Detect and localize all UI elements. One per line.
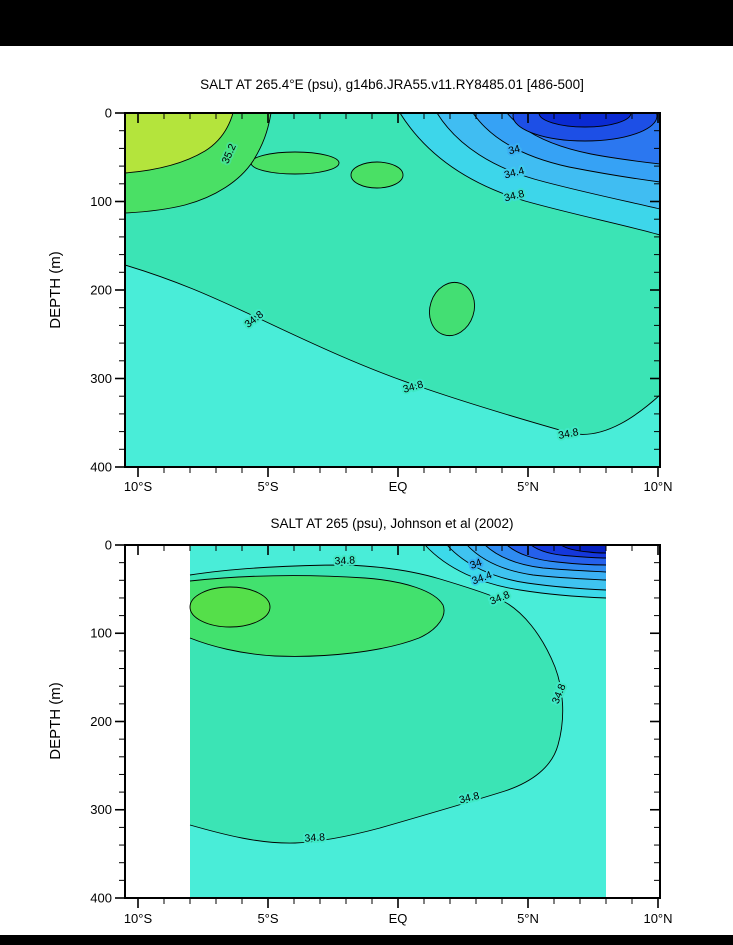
- x-tick-label: 5°S: [257, 911, 278, 926]
- contour-line-35.6: [125, 113, 234, 174]
- contour-plot-area: 34.8 34 34.4 34.8 34.8 34.8 34.8: [189, 545, 607, 898]
- y-tick-label: 300: [90, 371, 112, 386]
- contour-line-34.4: [446, 545, 607, 591]
- x-tick-label: EQ: [389, 911, 408, 926]
- y-tick-labels: 0 100 200 300 400: [90, 538, 112, 906]
- y-tick-labels: 0 100 200 300 400: [90, 106, 112, 475]
- y-tick-label: 100: [90, 626, 112, 641]
- contour-line-34.0: [484, 545, 607, 573]
- y-axis-label: DEPTH (m): [47, 682, 64, 760]
- y-tick-label: 200: [90, 283, 112, 298]
- contour-line-34.8-main: [189, 564, 564, 844]
- axis-ticks: [115, 112, 660, 477]
- chart-title: SALT AT 265 (psu), Johnson et al (2002): [271, 516, 514, 531]
- x-tick-label: 5°S: [257, 479, 278, 494]
- y-tick-label: 400: [90, 460, 112, 475]
- y-tick-label: 400: [90, 891, 112, 906]
- y-tick-label: 200: [90, 714, 112, 729]
- contour-plot-area: 35.2 34 34.4 34.8 34.8 34.8 34.8: [125, 113, 660, 467]
- top-black-bar: [0, 0, 733, 46]
- saline-patch-small: [350, 161, 404, 189]
- x-tick-label: 10°N: [643, 911, 672, 926]
- y-tick-label: 0: [105, 538, 112, 553]
- x-tick-label: 5°N: [517, 911, 539, 926]
- y-tick-label: 0: [105, 106, 112, 121]
- contour-label: 34: [507, 143, 521, 158]
- contour-label: 34.8: [304, 831, 325, 844]
- contour-line-34.6: [424, 545, 607, 599]
- fresh-core: [561, 545, 606, 553]
- x-tick-labels: 10°S 5°S EQ 5°N 10°N: [124, 479, 673, 494]
- contour-line-35.2: [125, 113, 272, 214]
- contour-line-35.0: [189, 575, 445, 657]
- chart-title: SALT AT 265.4°E (psu), g14b6.JRA55.v11.R…: [200, 77, 584, 92]
- contour-line-34.0: [472, 113, 660, 183]
- y-tick-label: 100: [90, 194, 112, 209]
- x-tick-label: 10°S: [124, 911, 153, 926]
- contour-line-33.6: [506, 545, 607, 566]
- chart-johnson-salinity-section: SALT AT 265 (psu), Johnson et al (2002) …: [47, 516, 673, 926]
- y-axis-label: DEPTH (m): [47, 251, 64, 329]
- chart-model-salinity-section: SALT AT 265.4°E (psu), g14b6.JRA55.v11.R…: [47, 77, 673, 494]
- saline-patch-mid: [429, 281, 475, 337]
- x-tick-labels: 10°S 5°S EQ 5°N 10°N: [124, 911, 673, 926]
- fill-band-34.8-35.2: [125, 113, 660, 435]
- x-tick-label: 10°S: [124, 479, 153, 494]
- x-tick-label: 5°N: [517, 479, 539, 494]
- x-tick-label: 10°N: [643, 479, 672, 494]
- x-tick-label: EQ: [389, 479, 408, 494]
- contour-label: 34.8: [334, 554, 355, 567]
- contour-line-34.8-north: [399, 113, 660, 236]
- contour-line-core: [560, 545, 607, 554]
- saline-core: [189, 586, 271, 628]
- bottom-black-bar: [0, 935, 733, 945]
- fill-above-35.6: [125, 113, 233, 173]
- contour-line-34.2: [466, 545, 607, 581]
- contour-line-34.8-main: [125, 264, 660, 435]
- fresh-core: [538, 113, 632, 128]
- contour-line-34.4: [436, 113, 660, 210]
- axis-ticks: [115, 544, 660, 908]
- contour-line-33.2: [530, 545, 607, 559]
- y-tick-label: 300: [90, 802, 112, 817]
- saline-tongue: [250, 151, 340, 175]
